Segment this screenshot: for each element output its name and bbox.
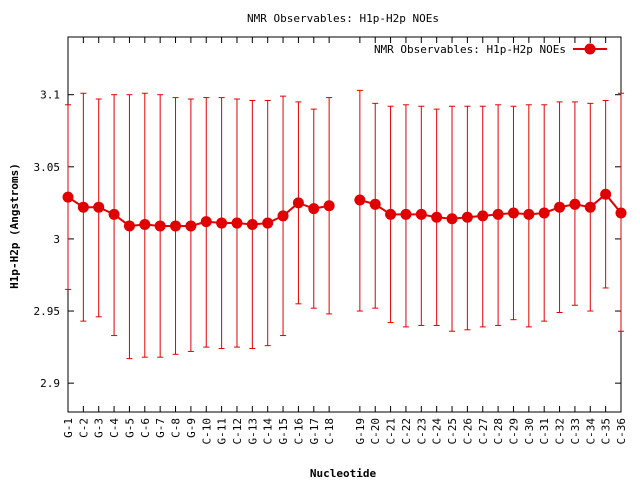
- x-tick-label: C-6: [139, 418, 152, 438]
- data-point: [369, 198, 381, 210]
- x-tick-label: G-11: [216, 418, 229, 445]
- x-tick-label: C-31: [538, 418, 551, 445]
- data-point: [569, 198, 581, 210]
- series-line-segment: [67, 196, 330, 227]
- data-point: [277, 210, 289, 222]
- x-tick-label: C-23: [415, 418, 428, 445]
- y-tick-label: 3: [53, 233, 60, 246]
- x-tick-label: G-17: [308, 418, 321, 445]
- data-point: [185, 220, 197, 232]
- series-line-segment: [359, 192, 622, 220]
- x-tick-label: G-7: [154, 418, 167, 438]
- x-tick-label: C-21: [385, 418, 398, 445]
- data-point: [93, 201, 105, 213]
- legend-marker: [584, 43, 596, 55]
- y-tick-label: 3.1: [40, 89, 60, 102]
- x-tick-label: C-27: [477, 418, 490, 445]
- x-tick-label: C-14: [262, 418, 275, 445]
- x-tick-label: C-16: [292, 418, 305, 445]
- data-point: [308, 203, 320, 215]
- data-point: [231, 217, 243, 229]
- data-point: [216, 217, 228, 229]
- x-tick-label: C-22: [400, 418, 413, 445]
- x-tick-label: C-28: [492, 418, 505, 445]
- data-point: [262, 217, 274, 229]
- data-point: [108, 208, 120, 220]
- data-point: [584, 201, 596, 213]
- y-tick-label: 3.05: [34, 161, 61, 174]
- x-tick-label: C-20: [369, 418, 382, 445]
- data-point: [446, 213, 458, 225]
- data-points: [62, 188, 627, 232]
- x-tick-label: C-30: [523, 418, 536, 445]
- data-point: [554, 201, 566, 213]
- data-point: [123, 220, 135, 232]
- data-point: [600, 188, 612, 200]
- data-point: [154, 220, 166, 232]
- y-axis-title: H1p-H2p (Angstroms): [8, 163, 21, 289]
- data-point: [400, 208, 412, 220]
- x-tick-label: C-26: [461, 418, 474, 445]
- x-tick-label: G-13: [246, 418, 259, 445]
- data-point: [538, 207, 550, 219]
- data-point: [200, 216, 212, 228]
- data-point: [415, 208, 427, 220]
- data-point: [492, 208, 504, 220]
- x-tick-label: C-33: [569, 418, 582, 445]
- x-tick-label: G-3: [93, 418, 106, 438]
- x-tick-label: C-32: [554, 418, 567, 445]
- x-tick-label: C-36: [615, 418, 628, 445]
- data-point: [507, 207, 519, 219]
- data-point: [292, 197, 304, 209]
- data-point: [77, 201, 89, 213]
- data-point: [615, 207, 627, 219]
- legend-label: NMR Observables: H1p-H2p NOEs: [374, 43, 566, 56]
- x-tick-label: G-15: [277, 418, 290, 445]
- x-tick-label: G-19: [354, 418, 367, 445]
- x-tick-label: C-24: [431, 418, 444, 445]
- x-tick-label: C-35: [600, 418, 613, 445]
- x-tick-label: G-1: [62, 418, 75, 438]
- x-tick-label: C-4: [108, 418, 121, 438]
- x-tick-label: C-8: [170, 418, 183, 438]
- data-point: [62, 191, 74, 203]
- data-point: [139, 219, 151, 230]
- chart-title: NMR Observables: H1p-H2p NOEs: [247, 12, 439, 25]
- data-point: [323, 200, 335, 212]
- x-tick-label: C-29: [507, 418, 520, 445]
- data-point: [170, 220, 182, 232]
- data-point: [354, 194, 366, 206]
- y-tick-label: 2.9: [40, 377, 60, 390]
- data-point: [431, 211, 443, 223]
- x-axis: G-1 C-2 G-3 C-4 G-5 C-6 G-7 C-8 G-9 C-10 G-11 C-12 G…: [62, 37, 628, 445]
- x-axis-title: Nucleotide: [310, 467, 377, 480]
- x-tick-label: C-10: [200, 418, 213, 445]
- x-tick-label: G-9: [185, 418, 198, 438]
- x-tick-label: C-12: [231, 418, 244, 445]
- x-tick-label: C-34: [584, 418, 597, 445]
- data-point: [246, 219, 258, 230]
- series-lines: [67, 192, 622, 227]
- data-point: [523, 208, 535, 220]
- data-point: [461, 211, 473, 223]
- data-point: [385, 208, 397, 220]
- data-point: [477, 210, 489, 222]
- x-tick-label: C-2: [77, 418, 90, 438]
- x-tick-label: C-18: [323, 418, 336, 445]
- y-tick-label: 2.95: [34, 305, 61, 318]
- y-axis: 2.9 2.95 3 3.05 3.1: [34, 89, 621, 390]
- legend: NMR Observables: H1p-H2p NOEs: [374, 43, 607, 56]
- x-tick-label: G-5: [123, 418, 136, 438]
- x-tick-label: C-25: [446, 418, 459, 445]
